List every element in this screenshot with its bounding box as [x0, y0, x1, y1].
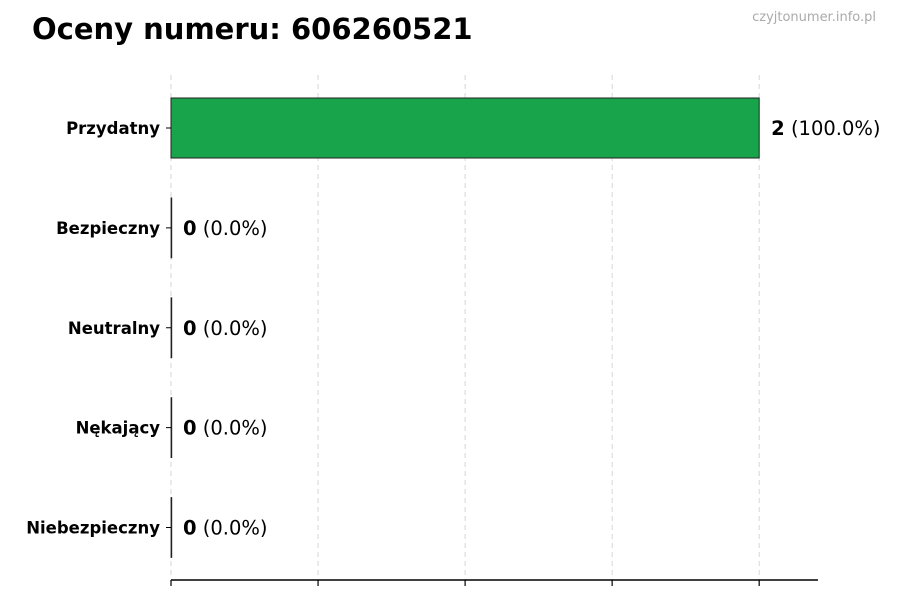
category-label: Bezpieczny: [56, 219, 160, 238]
category-label: Neutralny: [68, 319, 160, 338]
bar-niebezpieczny: [170, 497, 173, 558]
bar-bezpieczny: [170, 197, 173, 259]
data-label-count: 0: [183, 317, 197, 340]
bar-nękający: [170, 397, 173, 459]
data-label-count: 2: [771, 117, 785, 140]
bar-przydatny: [170, 97, 760, 159]
watermark: czyjtonumer.info.pl: [752, 10, 876, 25]
data-label: 0 (0.0%): [183, 517, 268, 540]
chart-title: Oceny numeru: 606260521: [32, 12, 473, 46]
category-label: Nękający: [76, 419, 161, 438]
data-label: 0 (0.0%): [183, 417, 268, 440]
bar-neutralny: [170, 297, 173, 359]
data-label: 0 (0.0%): [183, 317, 268, 340]
category-label: Niebezpieczny: [26, 519, 160, 538]
data-label-percent: (0.0%): [197, 517, 268, 540]
data-label: 2 (100.0%): [771, 117, 880, 140]
data-label-count: 0: [183, 217, 197, 240]
data-label-count: 0: [183, 417, 197, 440]
data-label-percent: (0.0%): [197, 217, 268, 240]
data-label-percent: (0.0%): [197, 417, 268, 440]
category-label: Przydatny: [66, 119, 160, 138]
data-label-percent: (0.0%): [197, 317, 268, 340]
data-label-percent: (100.0%): [785, 117, 881, 140]
data-label: 0 (0.0%): [183, 217, 268, 240]
data-label-count: 0: [183, 517, 197, 540]
